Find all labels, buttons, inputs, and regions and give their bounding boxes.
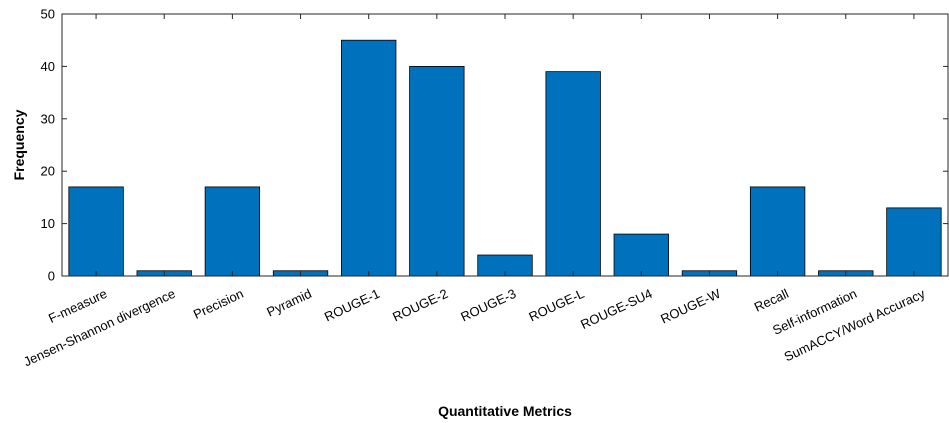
x-category-label: ROUGE-2: [390, 286, 450, 325]
x-category-label: ROUGE-SU4: [578, 286, 654, 332]
y-tick-label: 20: [41, 164, 55, 179]
y-tick-label: 10: [41, 216, 55, 231]
y-axis-title: Frequency: [11, 109, 27, 180]
y-tick-label: 50: [41, 7, 55, 22]
plot-area-frame: [61, 13, 949, 277]
bar-recall: [749, 186, 806, 277]
x-category-label: Pyramid: [264, 286, 314, 320]
x-axis-title: Quantitative Metrics: [438, 403, 572, 419]
bar-rouge-l: [545, 71, 601, 277]
x-category-label: Recall: [752, 286, 791, 315]
x-category-label: ROUGE-W: [658, 286, 723, 327]
bar-sumaccy-word-accuracy: [886, 207, 942, 277]
bar-rouge-2: [409, 66, 465, 277]
x-category-label: Precision: [191, 286, 246, 322]
bar-rouge-1: [341, 39, 397, 277]
y-tick-label: 40: [41, 59, 55, 74]
bar-precision: [204, 186, 261, 277]
x-category-label: ROUGE-3: [458, 286, 518, 325]
y-tick-label: 30: [41, 111, 55, 126]
y-axis-ticks: 0 10 20 30 40 50: [41, 7, 948, 284]
bar-rouge-su4: [613, 233, 669, 277]
bars-group: [68, 39, 942, 277]
bar-f-measure: [68, 186, 124, 277]
x-category-label: ROUGE-1: [322, 286, 382, 325]
y-tick-label: 0: [48, 269, 55, 284]
